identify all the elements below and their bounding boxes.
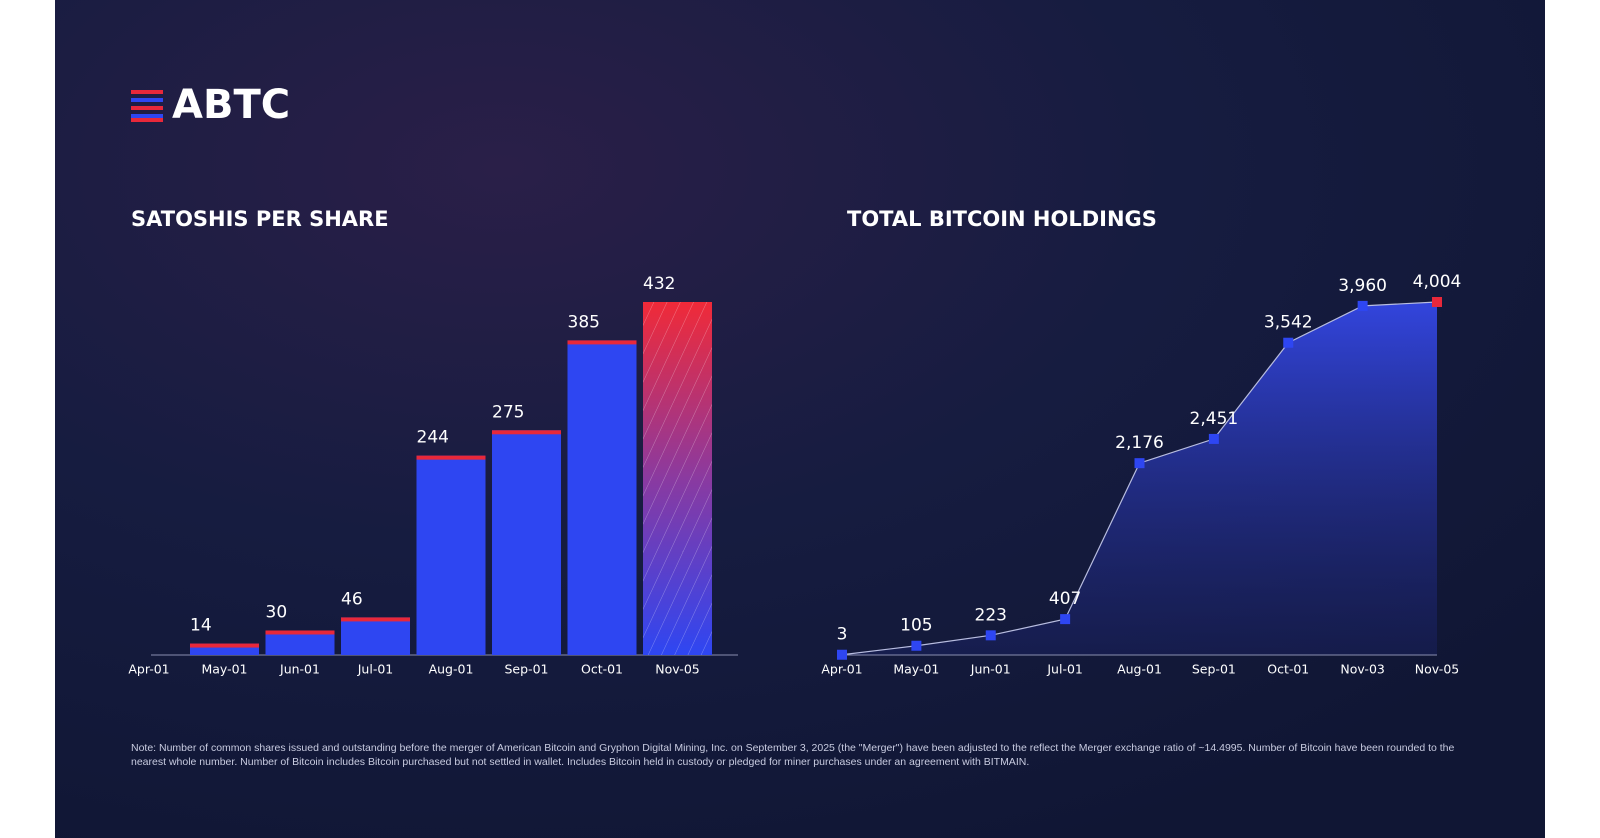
x-tick-label: Aug-01 <box>429 662 474 677</box>
marker <box>1208 433 1219 444</box>
marker <box>1432 297 1442 307</box>
x-tick-label: Oct-01 <box>1267 662 1309 677</box>
chart-title: SATOSHIS PER SHARE <box>131 207 389 231</box>
x-tick-label: Aug-01 <box>1117 662 1162 677</box>
marker <box>1283 337 1294 348</box>
marker <box>1357 300 1368 311</box>
value-label: 244 <box>417 428 449 448</box>
x-tick-label: May-01 <box>201 662 247 677</box>
x-tick-label: Nov-05 <box>655 662 699 677</box>
bar-cap <box>190 643 259 648</box>
bar-cap <box>567 340 637 345</box>
x-tick-label: Jun-01 <box>279 662 320 677</box>
bar-cap <box>492 430 561 435</box>
marker <box>985 630 996 641</box>
x-tick-label: May-01 <box>893 662 939 677</box>
value-label: 432 <box>643 274 675 294</box>
x-tick-label: Sep-01 <box>505 662 549 677</box>
bar <box>341 617 410 655</box>
x-tick-label: Jun-01 <box>970 662 1011 677</box>
value-label: 30 <box>266 602 288 622</box>
x-tick-label: Sep-01 <box>1192 662 1236 677</box>
bar <box>492 430 561 655</box>
value-label: 385 <box>568 312 600 332</box>
bar <box>190 643 259 655</box>
bar-hatch <box>643 302 712 655</box>
bar-cap <box>341 617 410 622</box>
marker <box>911 640 922 651</box>
x-tick-label: Jul-01 <box>1046 662 1083 677</box>
logo: ABTC <box>172 82 290 128</box>
value-label: 46 <box>341 589 363 609</box>
bar <box>265 630 335 655</box>
logo-mark <box>131 90 163 122</box>
value-label: 14 <box>190 616 212 636</box>
x-tick-label: Nov-03 <box>1340 662 1384 677</box>
x-tick-label: Oct-01 <box>581 662 623 677</box>
value-label: 3,542 <box>1264 313 1313 333</box>
bar-cap <box>265 630 335 635</box>
value-label: 275 <box>492 402 524 422</box>
x-tick-label: Apr-01 <box>821 662 862 677</box>
value-label: 407 <box>1049 589 1081 609</box>
x-tick-label: Jul-01 <box>357 662 394 677</box>
value-label: 223 <box>975 605 1007 625</box>
chart-title: TOTAL BITCOIN HOLDINGS <box>847 207 1157 231</box>
x-tick-label: Apr-01 <box>128 662 169 677</box>
marker <box>837 649 847 660</box>
bar-cap <box>416 455 486 460</box>
value-label: 105 <box>900 616 932 636</box>
marker <box>1134 458 1145 469</box>
value-label: 4,004 <box>1413 272 1462 292</box>
footnote: Note: Number of common shares issued and… <box>131 742 1455 768</box>
value-label: 2,451 <box>1190 409 1239 429</box>
area <box>842 302 1437 655</box>
bar <box>567 340 637 655</box>
value-label: 3 <box>837 625 848 645</box>
value-label: 3,960 <box>1338 276 1387 296</box>
bar <box>416 455 486 655</box>
value-label: 2,176 <box>1115 433 1164 453</box>
marker <box>1060 614 1071 625</box>
x-tick-label: Nov-05 <box>1415 662 1459 677</box>
